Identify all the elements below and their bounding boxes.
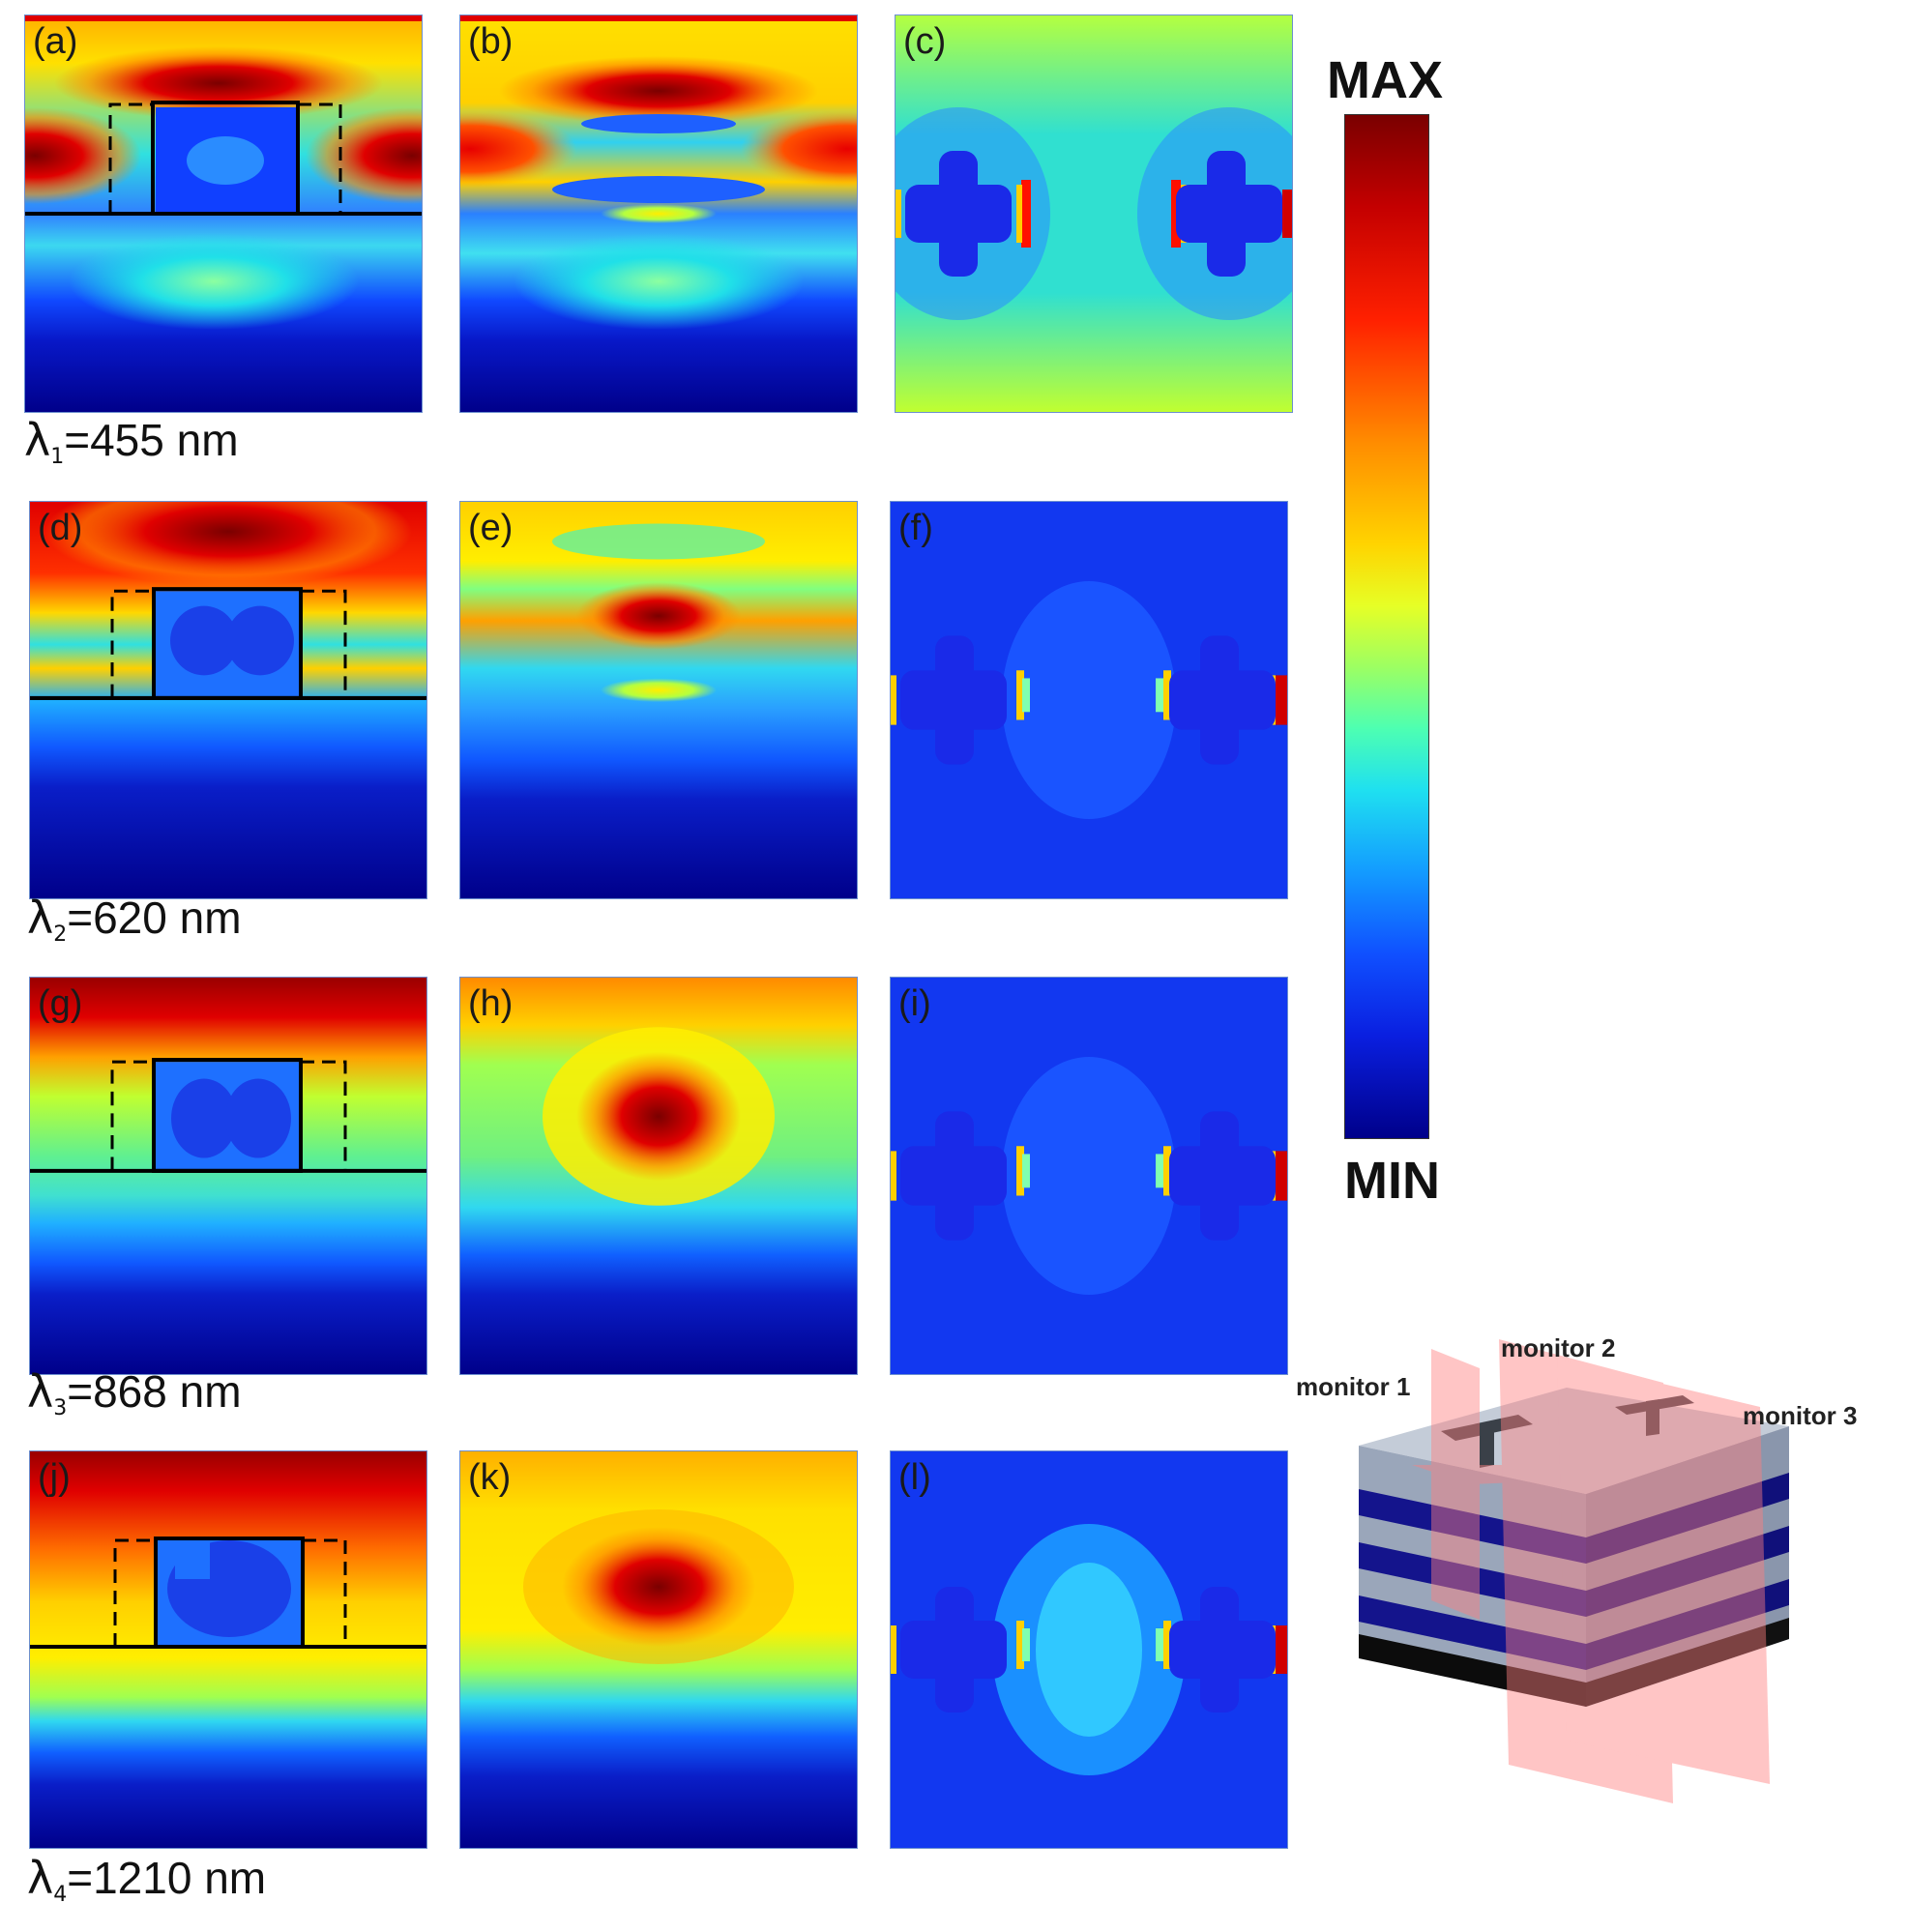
wavelength-label: λ1=455 nm <box>24 414 239 469</box>
field-map <box>460 1451 857 1848</box>
field-map <box>896 15 1292 412</box>
field-map <box>30 1451 426 1848</box>
field-map <box>460 15 857 412</box>
colorbar-max-label: MAX <box>1327 51 1443 109</box>
lambda-symbol: λ <box>27 1365 54 1418</box>
wavelength-label: λ2=620 nm <box>27 892 242 947</box>
panel-label: (f) <box>898 508 933 548</box>
field-panel-c: (c) <box>895 15 1293 413</box>
field-map <box>460 978 857 1374</box>
panel-label: (b) <box>468 21 514 62</box>
field-panel-i: (i) <box>890 977 1288 1375</box>
monitor-schematic: monitor 2 monitor 1 monitor 3 <box>1296 1310 1905 1852</box>
wavelength-label: λ4=1210 nm <box>27 1852 266 1907</box>
lambda-subscript: 2 <box>53 922 68 947</box>
panel-label: (l) <box>898 1457 931 1498</box>
panel-label: (k) <box>468 1457 512 1498</box>
wavelength-value: =868 nm <box>67 1366 242 1417</box>
schematic-drawing: monitor 2 monitor 1 monitor 3 <box>1296 1333 1857 1803</box>
field-map <box>30 978 426 1374</box>
field-map <box>25 15 422 412</box>
wavelength-value: =455 nm <box>64 415 239 465</box>
field-panel-b: (b) <box>459 15 858 413</box>
field-panel-g: (g) <box>29 977 427 1375</box>
lambda-symbol: λ <box>27 892 54 944</box>
lambda-subscript: 1 <box>50 445 65 469</box>
field-map <box>891 978 1287 1374</box>
lambda-subscript: 3 <box>53 1396 68 1420</box>
field-map <box>30 502 426 898</box>
panel-label: (h) <box>468 983 514 1024</box>
field-map <box>891 502 1287 898</box>
colorbar <box>1344 114 1429 1139</box>
lambda-symbol: λ <box>27 1852 54 1904</box>
wavelength-value: =1210 nm <box>67 1853 267 1903</box>
field-panel-h: (h) <box>459 977 858 1375</box>
lambda-subscript: 4 <box>53 1883 68 1907</box>
panel-label: (a) <box>33 21 78 62</box>
field-map <box>891 1451 1287 1848</box>
panel-label: (j) <box>38 1457 71 1498</box>
wavelength-label: λ3=868 nm <box>27 1365 242 1420</box>
field-panel-e: (e) <box>459 501 858 899</box>
monitor-1-label: monitor 1 <box>1296 1372 1410 1401</box>
field-panel-d: (d) <box>29 501 427 899</box>
monitor-3-label: monitor 3 <box>1743 1401 1857 1430</box>
field-panel-f: (f) <box>890 501 1288 899</box>
lambda-symbol: λ <box>24 414 51 466</box>
field-panel-l: (l) <box>890 1450 1288 1849</box>
panel-label: (i) <box>898 983 931 1024</box>
field-map <box>460 502 857 898</box>
field-panel-a: (a) <box>24 15 423 413</box>
panel-label: (e) <box>468 508 514 548</box>
panel-label: (g) <box>38 983 83 1024</box>
colorbar-min-label: MIN <box>1344 1152 1440 1210</box>
field-panel-j: (j) <box>29 1450 427 1849</box>
panel-label: (c) <box>903 21 947 62</box>
monitor-2-label: monitor 2 <box>1501 1333 1615 1362</box>
panel-label: (d) <box>38 508 83 548</box>
wavelength-value: =620 nm <box>67 893 242 943</box>
field-panel-k: (k) <box>459 1450 858 1849</box>
